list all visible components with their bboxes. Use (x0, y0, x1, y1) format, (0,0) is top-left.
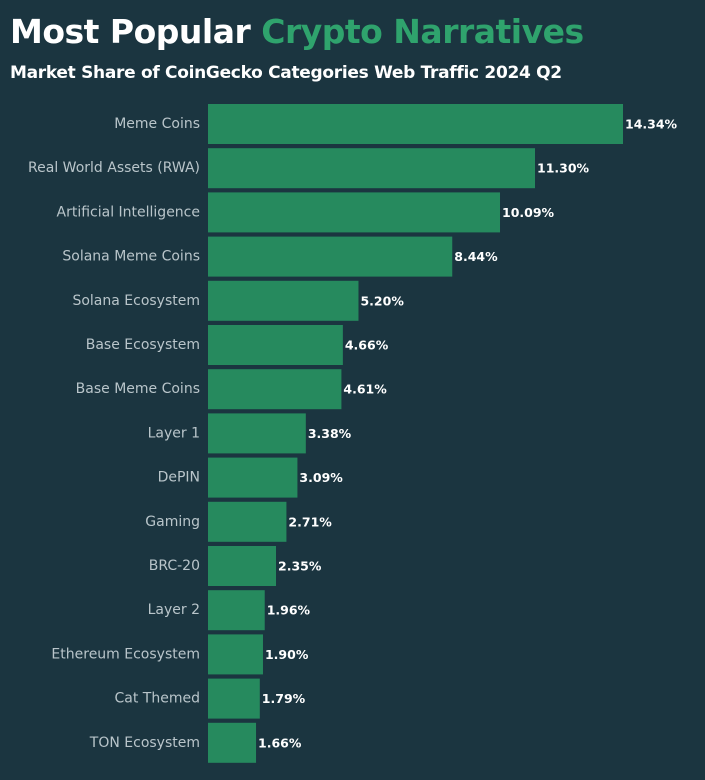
category-label: Layer 2 (148, 602, 200, 618)
value-label: 1.90% (265, 647, 309, 662)
chart-subtitle: Market Share of CoinGecko Categories Web… (10, 63, 562, 83)
category-label: Gaming (145, 514, 200, 530)
bar (208, 148, 536, 189)
category-label: TON Ecosystem (89, 735, 200, 751)
value-label: 2.71% (288, 514, 332, 529)
bar (208, 678, 260, 719)
category-label: Solana Ecosystem (72, 293, 200, 309)
bar (208, 369, 342, 410)
category-label: Ethereum Ecosystem (51, 646, 200, 662)
category-label: Real World Assets (RWA) (28, 160, 200, 176)
value-label: 4.61% (343, 382, 387, 397)
category-label: Meme Coins (114, 116, 200, 132)
bar (208, 192, 501, 233)
bar (208, 280, 359, 321)
value-label: 3.09% (299, 470, 343, 485)
category-label: Artificial Intelligence (57, 204, 201, 220)
bar (208, 722, 257, 763)
bar (208, 413, 306, 454)
bar (208, 236, 453, 277)
value-label: 10.09% (502, 205, 555, 220)
bar (208, 325, 343, 365)
value-label: 1.79% (262, 691, 306, 706)
chart-title-part1: Most Popular (10, 12, 251, 51)
chart-title-part2: Crypto Narratives (261, 12, 584, 51)
category-label: Solana Meme Coins (62, 249, 200, 265)
value-label: 3.38% (308, 426, 352, 441)
bar (208, 457, 298, 498)
category-label: Layer 1 (148, 425, 200, 441)
value-label: 14.34% (625, 117, 678, 132)
category-label: Cat Themed (115, 691, 200, 707)
category-label: Base Ecosystem (86, 337, 200, 353)
chart-title: Most Popular Crypto Narratives (10, 8, 584, 56)
category-label: Base Meme Coins (76, 381, 200, 397)
value-label: 5.20% (360, 293, 404, 308)
bar (208, 590, 265, 631)
value-label: 11.30% (537, 161, 590, 176)
value-label: 4.66% (345, 338, 389, 353)
value-label: 1.66% (258, 735, 302, 750)
bar (208, 501, 287, 542)
bar (208, 546, 277, 586)
category-label: DePIN (158, 470, 200, 486)
value-label: 8.44% (454, 249, 498, 264)
category-label: BRC-20 (149, 558, 200, 574)
bar (208, 104, 623, 144)
bar (208, 634, 263, 675)
value-label: 1.96% (267, 603, 311, 618)
value-label: 2.35% (278, 559, 322, 574)
